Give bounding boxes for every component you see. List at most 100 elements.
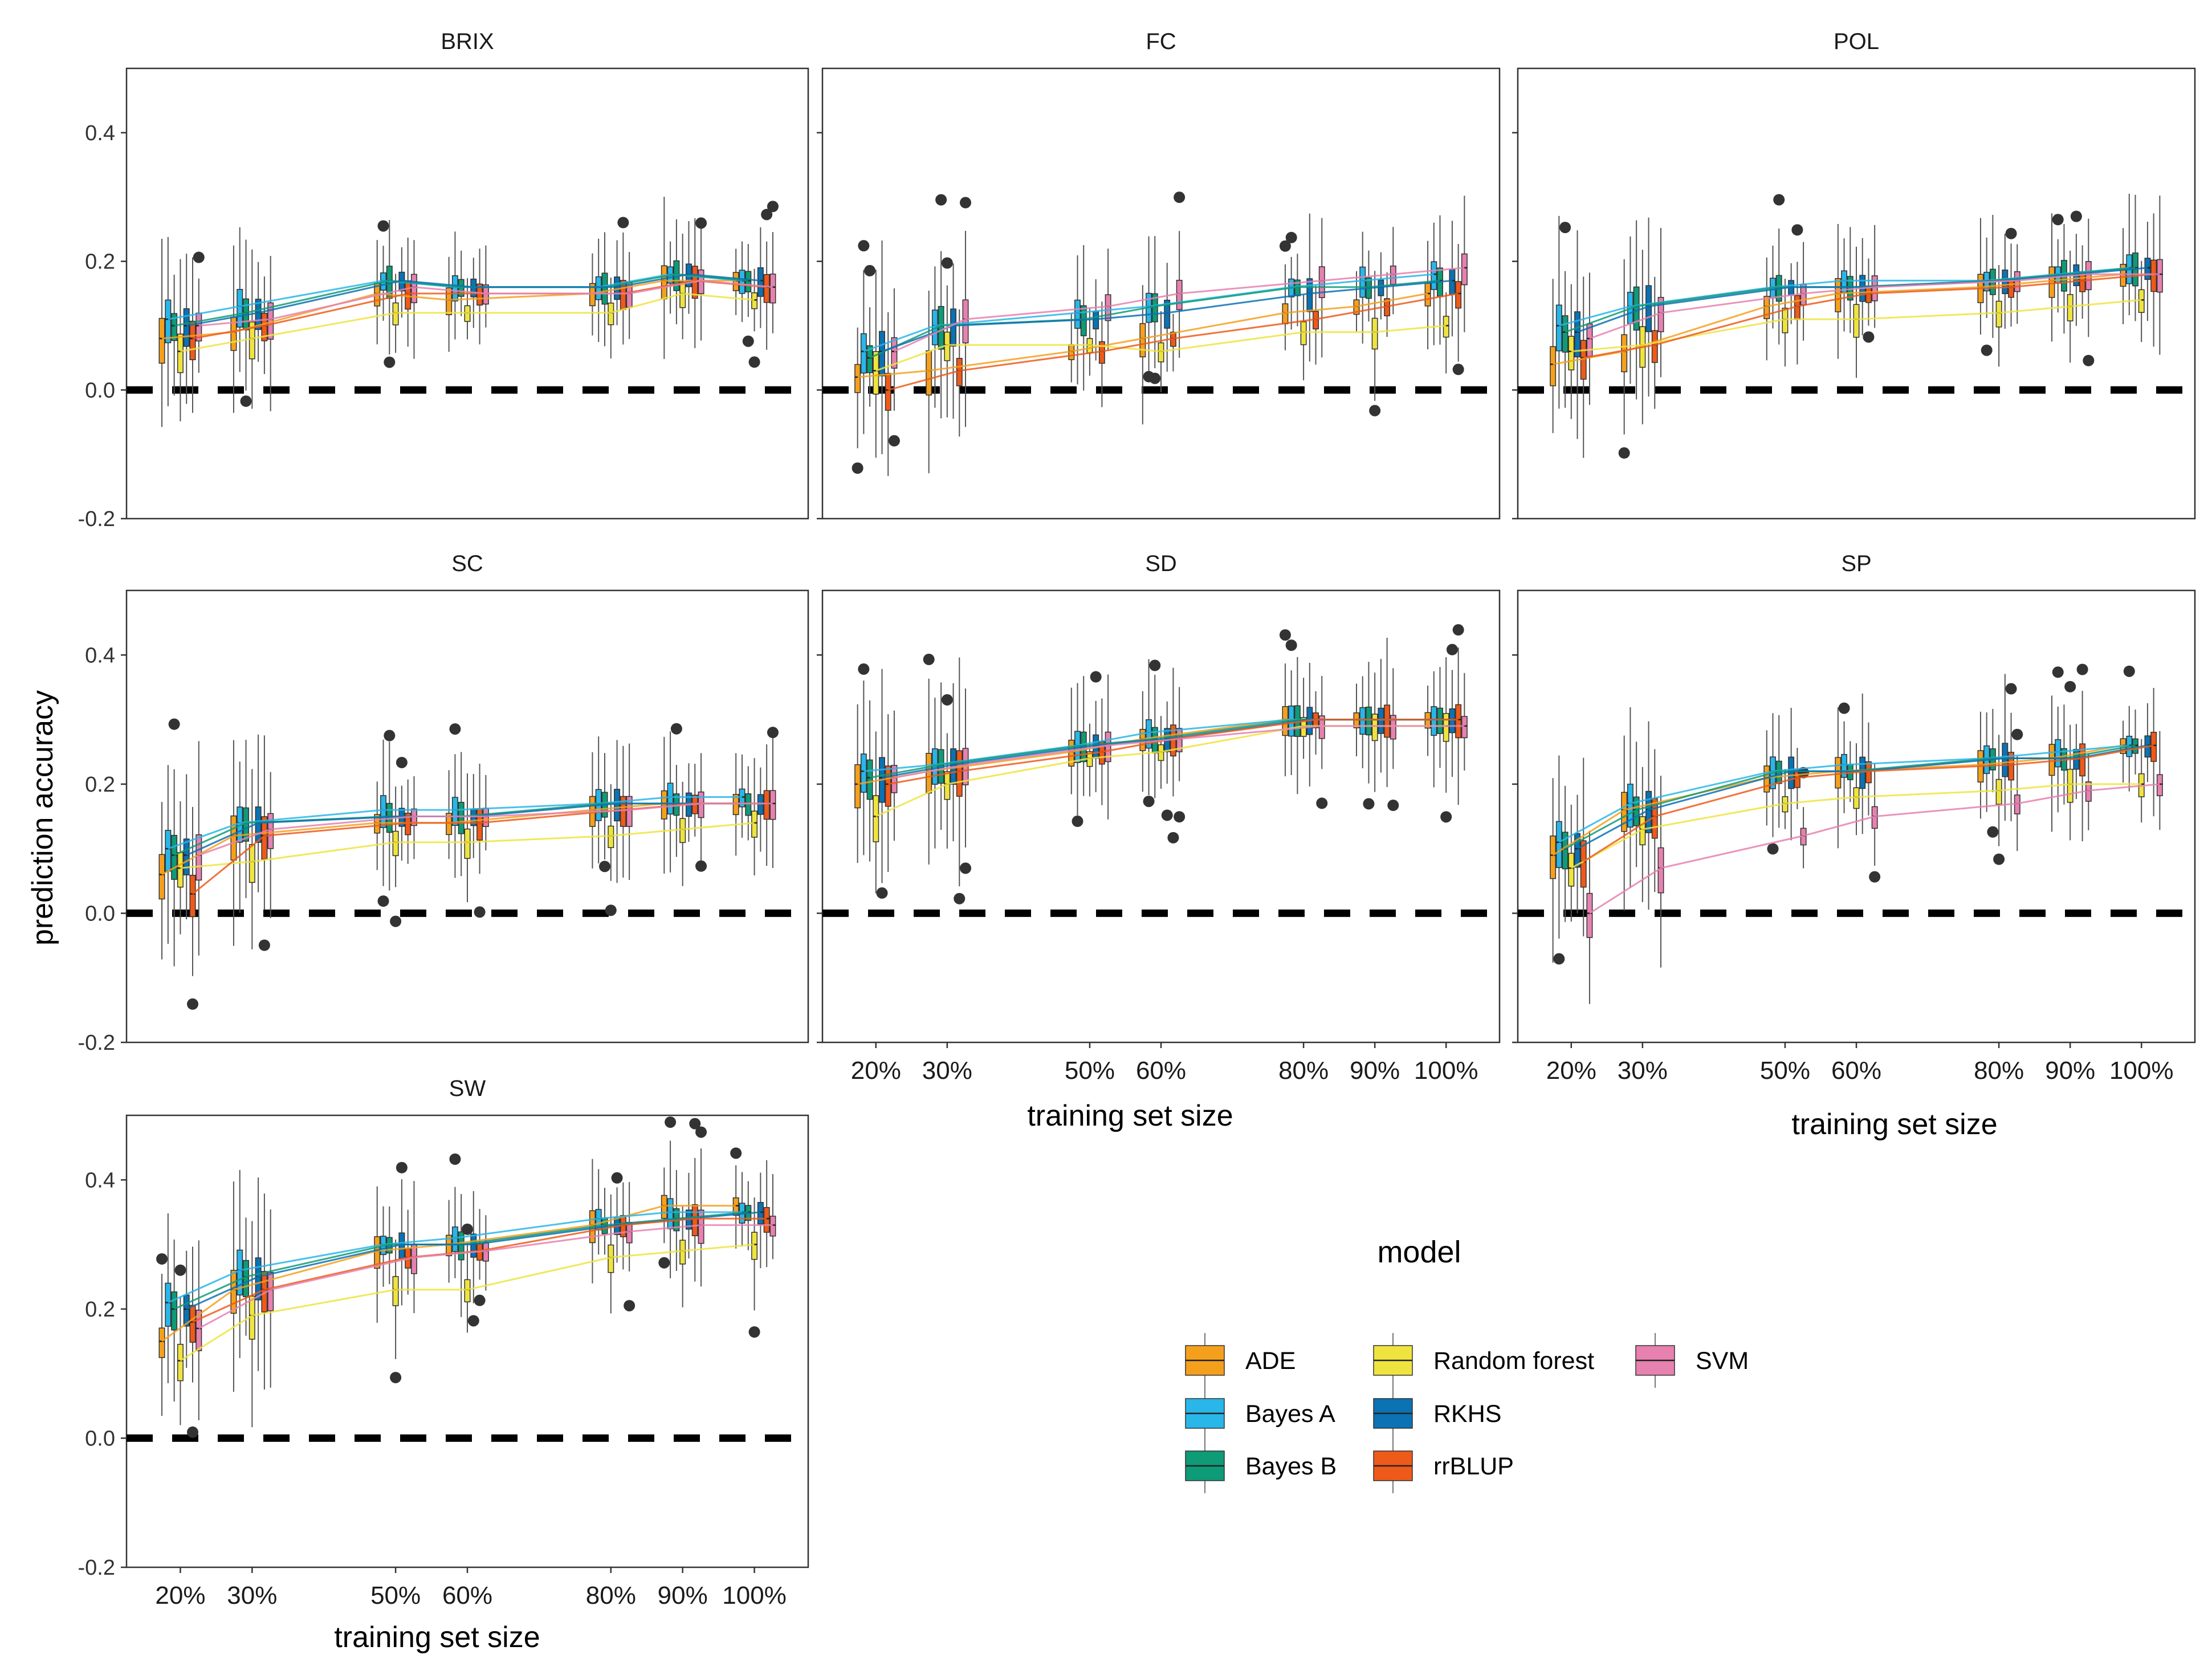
box — [2067, 294, 2074, 321]
panel-sd: SD 20% 30% 50% 60% 80% 90% 100% — [817, 551, 1501, 1085]
x-tick-label: 90% — [1350, 1057, 1400, 1085]
box — [745, 793, 752, 816]
box — [950, 308, 957, 347]
outlier-point — [1440, 811, 1452, 823]
box — [1176, 728, 1183, 752]
outlier-point — [1452, 624, 1464, 636]
box — [1568, 853, 1575, 887]
x-tick-label: 80% — [1278, 1057, 1329, 1085]
box — [595, 276, 602, 300]
box — [392, 830, 399, 857]
outlier-point — [449, 1153, 461, 1165]
trend-line-bayes-b — [174, 273, 748, 327]
outlier-point — [174, 1264, 186, 1276]
outlier-point — [1285, 639, 1297, 651]
box — [177, 333, 184, 373]
box — [732, 1197, 739, 1216]
outlier-point — [954, 892, 966, 904]
outlier-point — [852, 462, 863, 474]
panel-title: BRIX — [441, 29, 494, 54]
box — [177, 1343, 184, 1381]
x-tick-label: 60% — [1831, 1057, 1881, 1085]
box — [1574, 833, 1580, 868]
box — [885, 373, 891, 411]
outlier-point — [1363, 798, 1375, 810]
trend-line-bayes-a — [1558, 744, 2129, 843]
box — [1782, 307, 1789, 333]
box — [608, 825, 614, 849]
box — [2079, 743, 2086, 777]
box — [1105, 731, 1111, 763]
outlier-point — [377, 895, 389, 907]
box — [171, 834, 178, 880]
outlier-point — [396, 1162, 408, 1173]
y-tick-label: 0.2 — [85, 1298, 115, 1322]
panel-brix: BRIX 0.4 0.2 0.0 -0.2 — [78, 29, 809, 531]
x-axis-title-sw: training set size — [334, 1621, 540, 1654]
outlier-point — [670, 723, 682, 735]
outlier-point — [1981, 344, 1993, 356]
box — [873, 351, 879, 395]
legend-label: Random forest — [1433, 1347, 1594, 1375]
outlier-point — [858, 240, 870, 252]
y-tick-label: -0.2 — [78, 1031, 115, 1055]
box — [2156, 774, 2163, 796]
box — [158, 1327, 165, 1358]
series-svm — [195, 727, 779, 956]
box — [698, 1209, 704, 1244]
box — [614, 789, 621, 822]
box — [763, 274, 770, 303]
box — [1068, 739, 1075, 767]
box — [482, 808, 489, 827]
box — [1378, 707, 1384, 734]
trend-line-svm — [198, 1224, 773, 1330]
legend-label: RKHS — [1433, 1400, 1501, 1428]
box — [1562, 315, 1569, 353]
box — [249, 321, 255, 360]
box — [626, 796, 633, 827]
outlier-point — [624, 1299, 636, 1311]
box — [1645, 285, 1652, 332]
box — [165, 830, 172, 872]
y-tick-label: 0.4 — [85, 121, 115, 145]
trend-line-rrblup — [887, 292, 1459, 391]
box — [854, 764, 861, 809]
box — [739, 270, 746, 294]
trend-line-rkhs — [1576, 267, 2148, 333]
box — [189, 1305, 196, 1343]
trend-line-svm — [198, 802, 773, 856]
outlier-point — [1387, 800, 1399, 812]
box — [1562, 832, 1569, 870]
box — [1146, 719, 1152, 749]
box — [679, 1240, 686, 1265]
outlier-point — [390, 915, 402, 927]
box — [1139, 323, 1146, 357]
box — [380, 795, 387, 828]
outlier-point — [2005, 227, 2017, 239]
outlier-point — [748, 356, 760, 368]
outlier-point — [1285, 231, 1297, 243]
box — [2150, 732, 2157, 762]
outlier-point — [384, 729, 396, 741]
x-tick-label: 60% — [1136, 1057, 1186, 1085]
legend-label: rrBLUP — [1433, 1453, 1514, 1480]
box — [464, 1279, 471, 1303]
x-tick-label: 50% — [1760, 1057, 1810, 1085]
outlier-point — [1167, 832, 1179, 843]
outlier-point — [1798, 767, 1810, 779]
series-rrblup — [187, 735, 770, 1010]
x-tick-label: 20% — [155, 1582, 205, 1609]
panel-title: FC — [1146, 29, 1176, 54]
trend-line-svm — [198, 279, 773, 327]
box — [2008, 752, 2015, 781]
box — [1443, 316, 1449, 338]
trend-line-rrblup — [1583, 744, 2154, 863]
outlier-point — [888, 435, 900, 447]
outlier-point — [2076, 663, 2088, 675]
box — [237, 1249, 243, 1295]
trend-line-ade — [161, 279, 736, 340]
box — [261, 312, 268, 341]
outlier-point — [1838, 702, 1850, 714]
legend-item-rkhs: RKHS — [1373, 1386, 1501, 1441]
